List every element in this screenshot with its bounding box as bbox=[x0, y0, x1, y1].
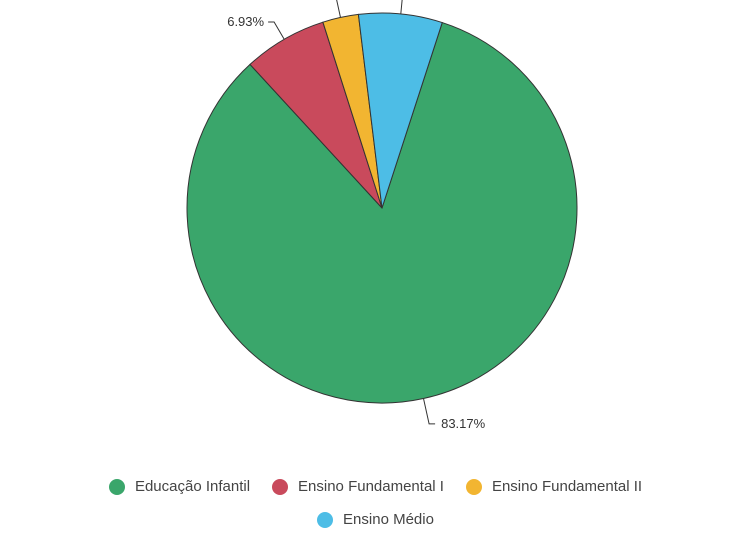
leader-line-1 bbox=[268, 21, 285, 40]
legend-swatch-2 bbox=[465, 478, 482, 495]
legend-swatch-1 bbox=[272, 478, 289, 495]
legend-swatch-3 bbox=[317, 511, 334, 528]
data-label-0: 83.17% bbox=[441, 416, 486, 431]
data-label-2: 2.97% bbox=[289, 0, 326, 3]
leader-line-0 bbox=[423, 398, 436, 425]
legend-label-1: Ensino Fundamental I bbox=[298, 478, 444, 495]
pie-slice-3[interactable] bbox=[357, 12, 443, 209]
leader-line-2 bbox=[336, 0, 341, 18]
legend-label-2: Ensino Fundamental II bbox=[491, 478, 643, 495]
data-label-3: 6.93% bbox=[356, 0, 393, 3]
pie-chart: 83.17% 6.93% 2.97% 6.93% bbox=[186, 0, 578, 431]
leader-line-3 bbox=[400, 0, 403, 14]
pie-data-labels: 83.17% 6.93% 2.97% 6.93% bbox=[227, 0, 486, 431]
data-label-1: 6.93% bbox=[227, 14, 264, 29]
legend-item-2[interactable]: Ensino Fundamental II bbox=[465, 478, 643, 495]
pie-slices bbox=[186, 12, 578, 404]
legend-swatch-0 bbox=[108, 478, 125, 495]
legend-label-3: Ensino Médio bbox=[343, 511, 434, 528]
legend-item-3[interactable]: Ensino Médio bbox=[317, 511, 434, 528]
legend-item-1[interactable]: Ensino Fundamental I bbox=[272, 478, 444, 495]
chart-legend: Educação Infantil Ensino Fundamental I Ens… bbox=[0, 478, 751, 528]
legend-item-0[interactable]: Educação Infantil bbox=[108, 478, 251, 495]
legend-label-0: Educação Infantil bbox=[134, 478, 251, 495]
